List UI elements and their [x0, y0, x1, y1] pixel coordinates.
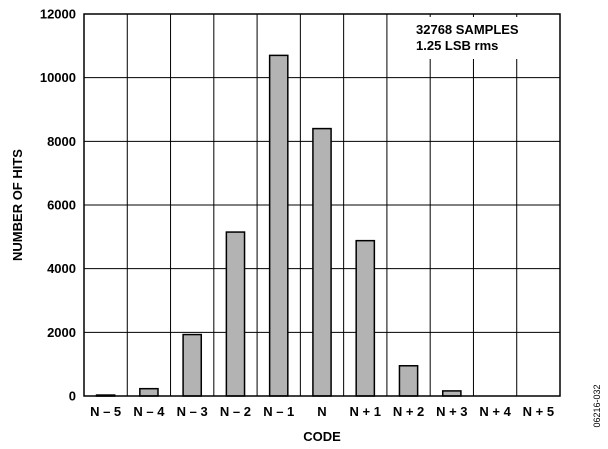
- figure-id: 06216-032: [592, 384, 602, 427]
- x-tick-label: N – 4: [133, 404, 165, 419]
- y-tick-label: 2000: [47, 325, 76, 340]
- bar: [441, 390, 462, 397]
- annotation-box: [409, 17, 555, 59]
- bar: [398, 365, 419, 397]
- x-tick-label: N + 1: [350, 404, 381, 419]
- x-axis-label: CODE: [303, 429, 341, 444]
- x-tick-labels: N – 5 N – 4 N – 3 N – 2 N – 1 N N + 1 N + 2 N + …: [90, 404, 554, 419]
- bar: [355, 239, 376, 397]
- x-tick-label: N + 4: [479, 404, 511, 419]
- y-axis-label: NUMBER OF HITS: [10, 149, 25, 261]
- y-tick-label: 4000: [47, 261, 76, 276]
- y-tick-label: 8000: [47, 134, 76, 149]
- y-tick-label: 10000: [40, 70, 76, 85]
- y-tick-label: 6000: [47, 198, 76, 213]
- bar: [139, 387, 159, 397]
- bars: [95, 54, 462, 397]
- y-tick-label: 12000: [40, 7, 76, 22]
- x-tick-label: N + 3: [436, 404, 467, 419]
- bar: [225, 231, 246, 397]
- annotation-noise: 1.25 LSB rms: [416, 38, 498, 53]
- x-tick-label: N: [317, 404, 326, 419]
- annotation-samples: 32768 SAMPLES: [416, 22, 519, 37]
- bar: [312, 127, 332, 397]
- x-tick-label: N + 5: [523, 404, 554, 419]
- bar: [182, 333, 203, 397]
- x-tick-label: N – 2: [220, 404, 251, 419]
- y-tick-label: 0: [69, 389, 76, 404]
- x-tick-label: N + 2: [393, 404, 424, 419]
- y-tick-labels: 0 2000 4000 6000 8000 10000 12000: [40, 7, 76, 404]
- plot-frame: [83, 13, 561, 397]
- x-tick-label: N – 1: [263, 404, 294, 419]
- x-tick-label: N – 5: [90, 404, 121, 419]
- bar: [268, 54, 289, 397]
- x-tick-label: N – 3: [177, 404, 208, 419]
